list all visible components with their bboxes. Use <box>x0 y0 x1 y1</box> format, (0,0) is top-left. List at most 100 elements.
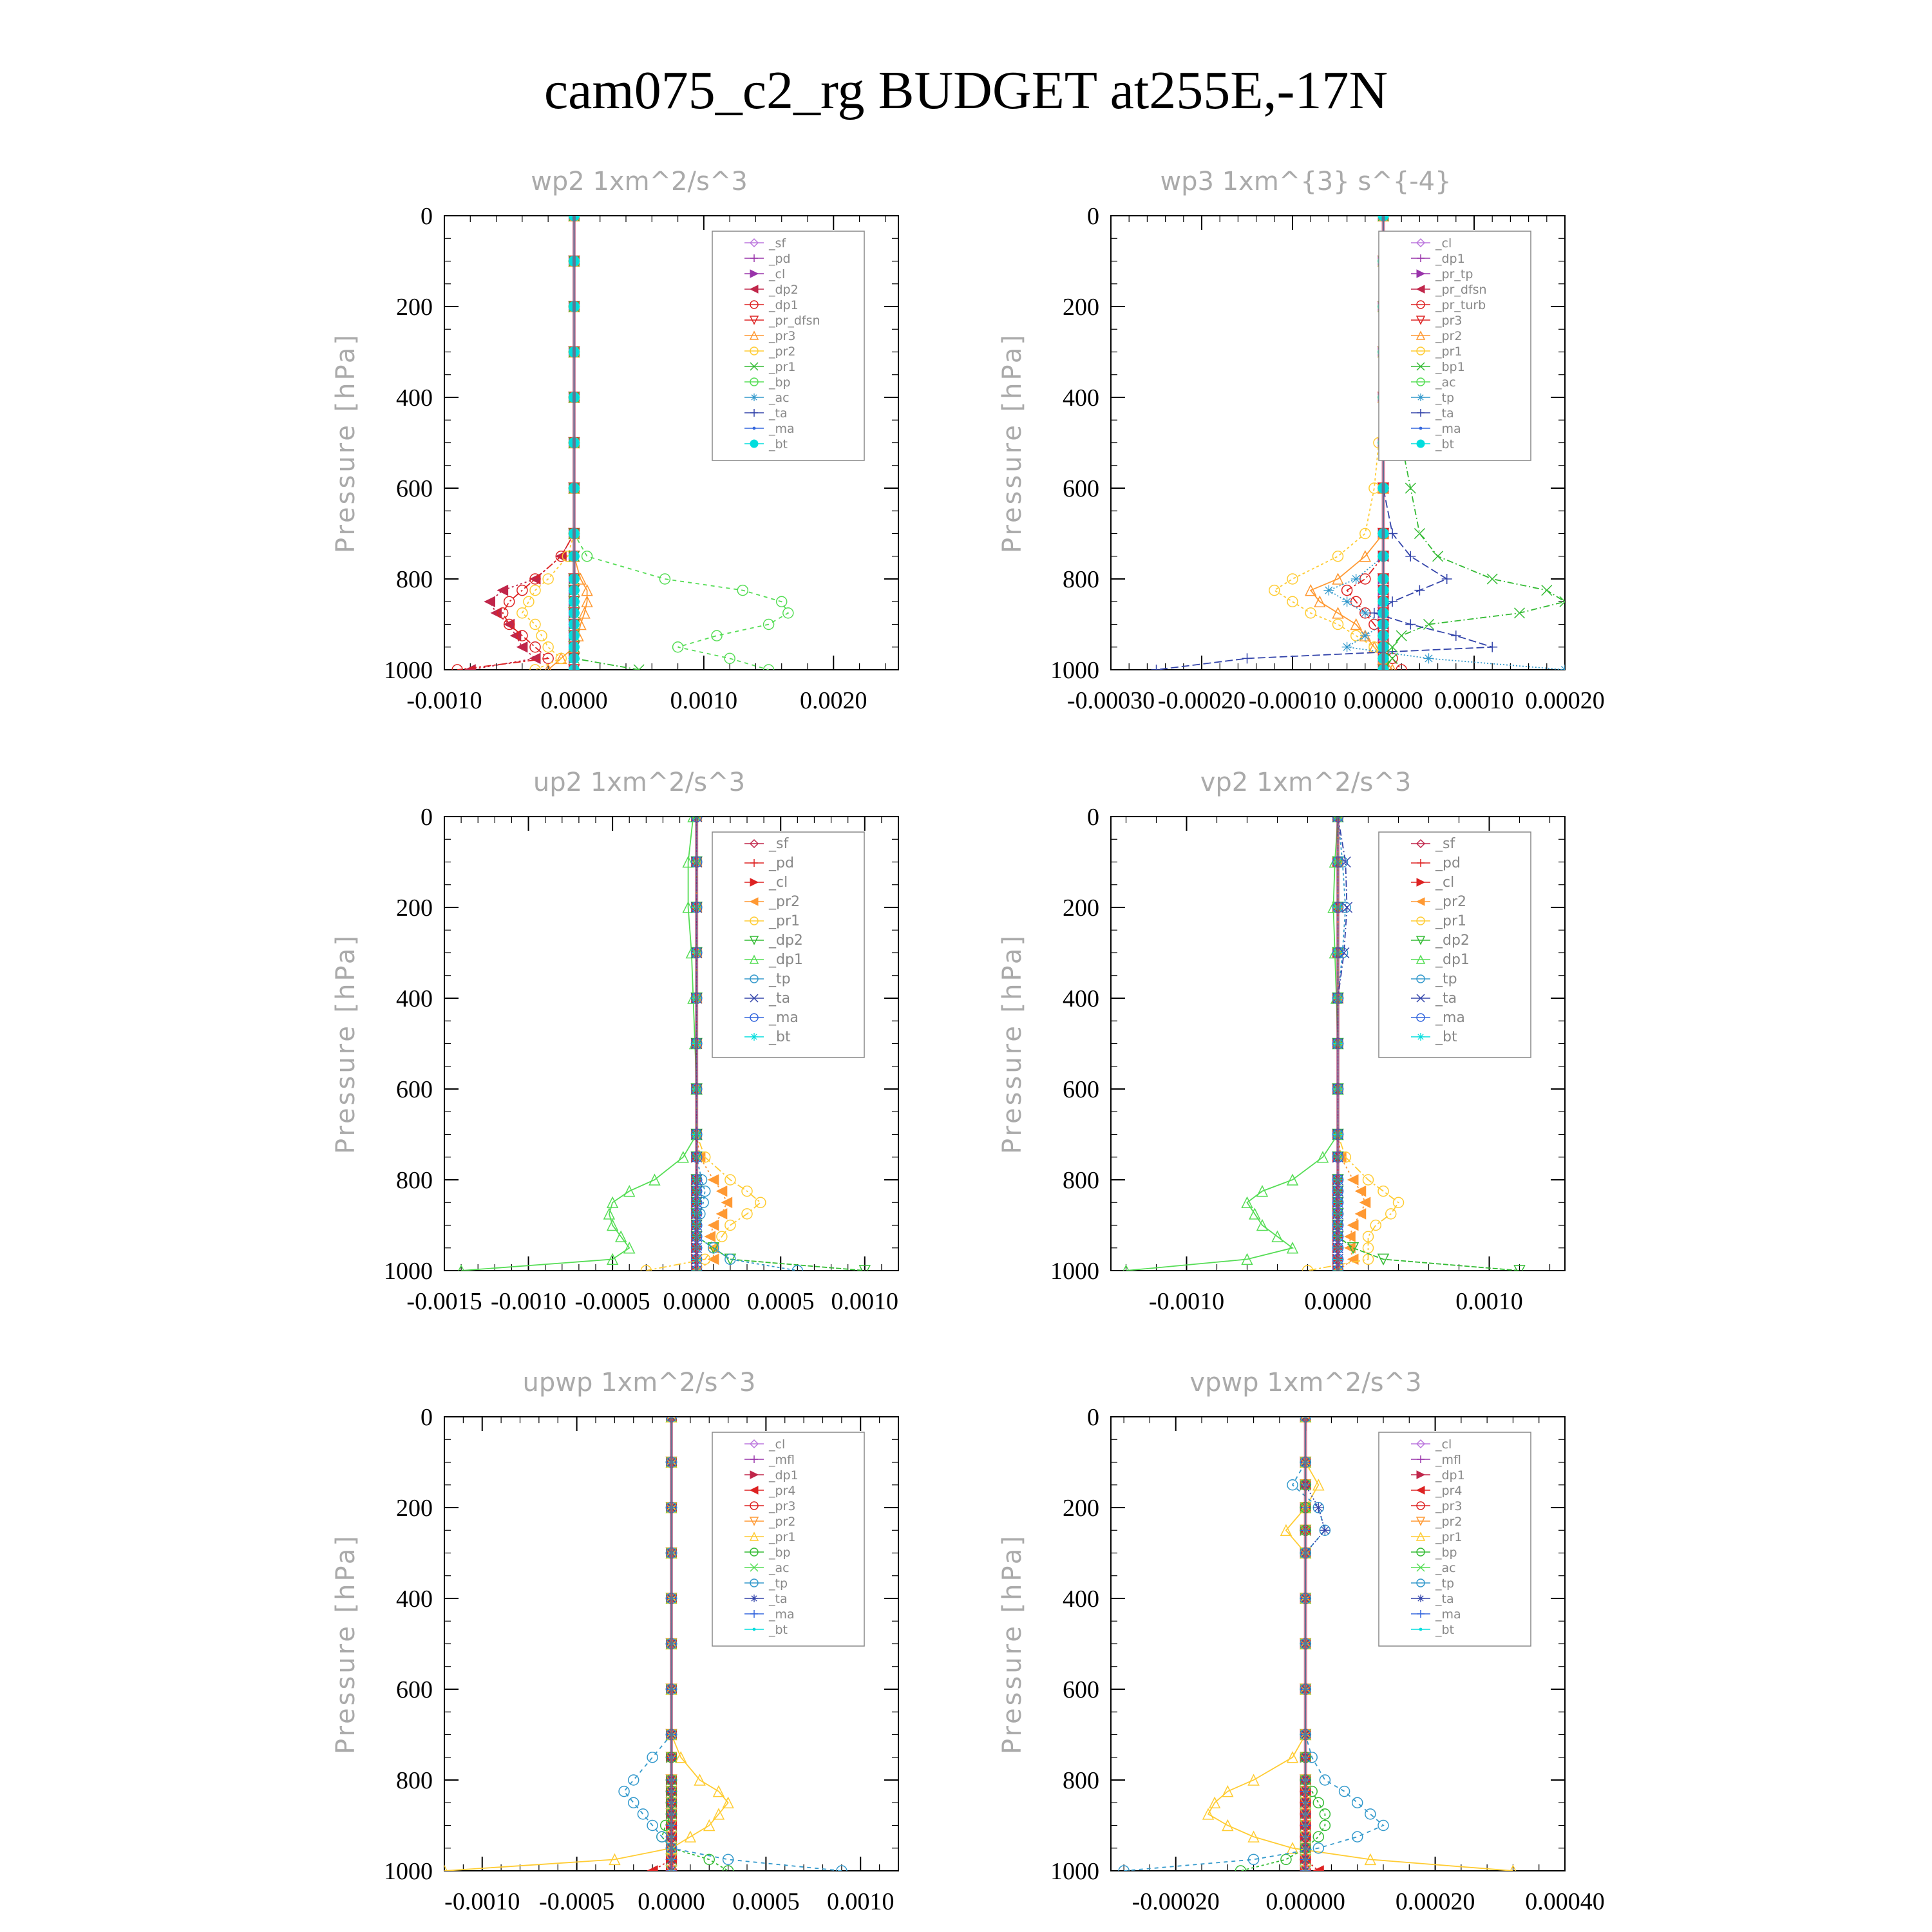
legend-label: _pr2 <box>1435 329 1462 343</box>
legend-entry-ac: _ac <box>1411 375 1456 390</box>
legend-entry-bp1: _bp1 <box>1411 360 1465 374</box>
legend-marker <box>1416 300 1425 309</box>
data-point <box>555 551 567 562</box>
legend-entry-pr1: _pr1 <box>1411 1530 1462 1544</box>
legend-marker <box>749 1486 759 1495</box>
legend-entry-dp2: _dp2 <box>1411 933 1470 949</box>
legend-label: _bp <box>768 375 791 390</box>
x-tick-label: 0.00020 <box>1525 687 1605 714</box>
data-point <box>516 584 528 596</box>
data-point <box>1302 1265 1314 1271</box>
legend-entry-mfl: _mfl <box>1411 1453 1461 1467</box>
legend-label: _pr3 <box>768 329 795 343</box>
data-point <box>1387 528 1398 539</box>
legend-label: _pr4 <box>1435 1484 1462 1498</box>
y-tick-label: 800 <box>1063 1767 1099 1794</box>
x-tick-label: 0.0010 <box>670 687 738 714</box>
series-line-tp <box>696 817 798 1271</box>
legend-entry-bt: _bt <box>1411 1623 1454 1637</box>
legend-marker <box>1416 1470 1426 1479</box>
series-pr1 <box>444 1417 734 1871</box>
data-point <box>659 573 671 585</box>
legend-marker <box>1416 936 1426 945</box>
legend-marker <box>1416 1517 1426 1526</box>
legend-entry-dp1: _dp1 <box>1411 952 1470 968</box>
legend-marker <box>750 1013 759 1022</box>
legend-label: _ta <box>768 990 790 1007</box>
data-point <box>708 1242 719 1254</box>
series-line-pr1 <box>646 817 762 1271</box>
legend-entry-ta: _ta <box>744 990 790 1007</box>
data-point <box>1362 1231 1374 1242</box>
data-point <box>724 1174 736 1186</box>
y-axis-label: Pressure [hPa] <box>331 933 361 1154</box>
legend-entry-ac: _ac <box>744 391 790 405</box>
legend-box <box>1378 231 1531 461</box>
data-point <box>1249 1208 1261 1220</box>
data-point <box>490 607 502 619</box>
y-tick-label: 800 <box>1063 1167 1099 1194</box>
data-point <box>623 1242 636 1254</box>
legend-label: _dp1 <box>1435 1468 1465 1482</box>
data-point <box>1423 618 1435 630</box>
data-point <box>581 551 593 562</box>
y-tick-label: 400 <box>396 985 433 1012</box>
legend-label: _bt <box>1435 437 1454 451</box>
legend-label: _dp2 <box>768 933 803 949</box>
data-point <box>1341 641 1352 652</box>
data-point <box>1241 1253 1253 1265</box>
y-tick-label: 400 <box>396 384 433 412</box>
data-point <box>523 596 535 607</box>
data-point <box>1319 1819 1331 1832</box>
legend-entry-sf: _sf <box>744 236 786 251</box>
data-point <box>1313 1502 1324 1513</box>
legend-marker <box>1417 1610 1425 1618</box>
data-point <box>1341 584 1353 596</box>
legend-box <box>1378 831 1531 1058</box>
data-point <box>1414 585 1425 596</box>
y-tick-label: 600 <box>396 1676 433 1703</box>
data-point <box>1396 630 1407 641</box>
data-point <box>1359 607 1370 618</box>
legend-label: _dp1 <box>1435 952 1470 968</box>
data-point <box>1341 902 1353 913</box>
data-point <box>712 1785 725 1797</box>
data-point <box>1286 1242 1299 1254</box>
data-point <box>484 596 495 608</box>
legend-marker <box>1416 285 1425 294</box>
data-point <box>647 1752 658 1763</box>
data-point <box>1385 1208 1397 1220</box>
legend-entry-pr2: _pr2 <box>744 1515 795 1529</box>
series-dp1 <box>458 817 703 1271</box>
y-axis-label: Pressure [hPa] <box>998 1533 1027 1754</box>
legend-entry-ma: _ma <box>744 422 795 436</box>
data-point <box>1359 573 1371 585</box>
legend-label: _pr_tp <box>1435 267 1473 281</box>
legend-entry-dp1: _dp1 <box>744 1468 799 1482</box>
legend-marker <box>750 878 759 887</box>
legend-marker <box>750 377 759 386</box>
legend-entry-pr2: _pr2 <box>744 894 800 910</box>
data-point <box>1351 1831 1363 1842</box>
data-point <box>1304 583 1317 596</box>
legend-entry-ma: _ma <box>744 1010 799 1026</box>
x-tick-label: -0.0015 <box>406 1288 482 1315</box>
legend-marker <box>1417 1033 1425 1041</box>
data-point <box>578 607 591 619</box>
legend: _cl_mfl_dp1_pr4_pr3_pr2_pr1_bp_ac_tp_ta_… <box>712 1432 865 1647</box>
legend: _sf_pd_cl _dp2_dp1 _pr_dfsn_pr3 _pr2_pr1_bp… <box>712 231 865 461</box>
data-point <box>1312 1797 1325 1808</box>
legend-label: _dp1 <box>768 298 799 312</box>
series-line-dp1 <box>1126 817 1339 1271</box>
legend-label: _pr_turb <box>1435 298 1486 312</box>
data-point <box>1387 596 1398 607</box>
legend-entry-cl: _cl <box>744 1437 785 1452</box>
data-point <box>1271 1230 1283 1242</box>
x-tick-label: 0.0000 <box>638 1888 705 1915</box>
y-tick-label: 200 <box>396 294 433 321</box>
legend-entry-pr3: _pr3 <box>1411 314 1462 328</box>
legend-marker <box>1417 254 1425 262</box>
x-tick-label: -0.0005 <box>539 1888 614 1915</box>
legend-label: _pr3 <box>768 1499 795 1513</box>
legend-entry-bt: _bt <box>1411 437 1454 451</box>
